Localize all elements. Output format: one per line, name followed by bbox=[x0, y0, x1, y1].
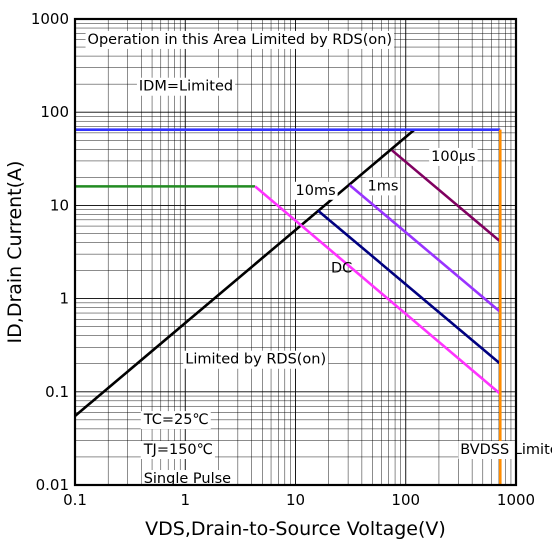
x-tick-label: 100 bbox=[391, 491, 420, 509]
annotation-7: TC=25℃ bbox=[140, 411, 211, 430]
annotation-3: 1ms bbox=[365, 177, 401, 196]
x-tick-label: 0.1 bbox=[63, 491, 87, 509]
annotation-text: Single Pulse bbox=[144, 471, 231, 487]
y-tick-label: 0.1 bbox=[45, 383, 69, 401]
annotation-6: Limited by RDS(on) bbox=[183, 350, 329, 369]
annotation-background bbox=[141, 470, 234, 489]
annotation-text: TC=25℃ bbox=[143, 412, 209, 428]
annotation-text: DC bbox=[331, 261, 352, 277]
series-group bbox=[74, 128, 502, 485]
y-tick-label: 1 bbox=[59, 290, 69, 308]
y-tick-label: 100 bbox=[40, 103, 69, 121]
series-line-6 bbox=[391, 149, 502, 243]
annotation-5: DC bbox=[331, 261, 352, 277]
annotations-group: Operation in this Area Limited by RDS(on… bbox=[85, 30, 552, 489]
annotation-text: Operation in this Area Limited by RDS(on… bbox=[88, 32, 393, 48]
annotation-4: 10ms bbox=[293, 181, 338, 200]
y-axis-title: ID,Drain Current(A) bbox=[4, 161, 26, 344]
x-tick-label: 10 bbox=[286, 491, 305, 509]
series-line-3 bbox=[254, 185, 502, 395]
x-tick-label: 1 bbox=[180, 491, 190, 509]
annotation-text: Limited by RDS(on) bbox=[185, 352, 326, 368]
y-tick-label: 1000 bbox=[31, 10, 69, 28]
series-line-0 bbox=[74, 128, 416, 417]
annotation-text: TJ=150℃ bbox=[143, 442, 213, 458]
y-tick-label: 0.01 bbox=[36, 476, 69, 494]
x-tick-labels: 0.1 1 10 100 1000 bbox=[63, 491, 535, 509]
y-tick-label: 10 bbox=[50, 196, 69, 214]
annotation-text: 1ms bbox=[368, 178, 399, 194]
series-line-4 bbox=[317, 209, 502, 365]
annotation-10: BVDSS Limited bbox=[458, 441, 552, 460]
annotation-background bbox=[140, 441, 215, 460]
annotation-background bbox=[183, 350, 329, 369]
annotation-background bbox=[458, 441, 552, 460]
annotation-text: 10ms bbox=[296, 183, 336, 199]
annotation-text: 100μs bbox=[431, 149, 475, 165]
y-tick-labels: 1000 100 10 1 0.1 0.01 bbox=[31, 10, 69, 494]
series-line-5 bbox=[348, 184, 502, 313]
annotation-background bbox=[429, 147, 478, 166]
x-axis-title: VDS,Drain-to-Source Voltage(V) bbox=[145, 518, 446, 540]
annotation-9: Single Pulse bbox=[141, 470, 234, 489]
annotation-background bbox=[136, 77, 236, 96]
x-tick-label: 1000 bbox=[497, 491, 535, 509]
annotation-text: IDM=Limited bbox=[139, 79, 233, 95]
annotation-background bbox=[85, 30, 395, 49]
annotation-background bbox=[365, 177, 401, 196]
annotation-1: IDM=Limited bbox=[136, 77, 236, 96]
annotation-background bbox=[140, 411, 211, 430]
annotation-0: Operation in this Area Limited by RDS(on… bbox=[85, 30, 395, 49]
annotation-2: 100μs bbox=[429, 147, 478, 166]
annotation-8: TJ=150℃ bbox=[140, 441, 215, 460]
annotation-text: BVDSS Limited bbox=[460, 442, 552, 458]
annotation-background bbox=[293, 181, 338, 200]
plot-frame bbox=[73, 17, 518, 487]
